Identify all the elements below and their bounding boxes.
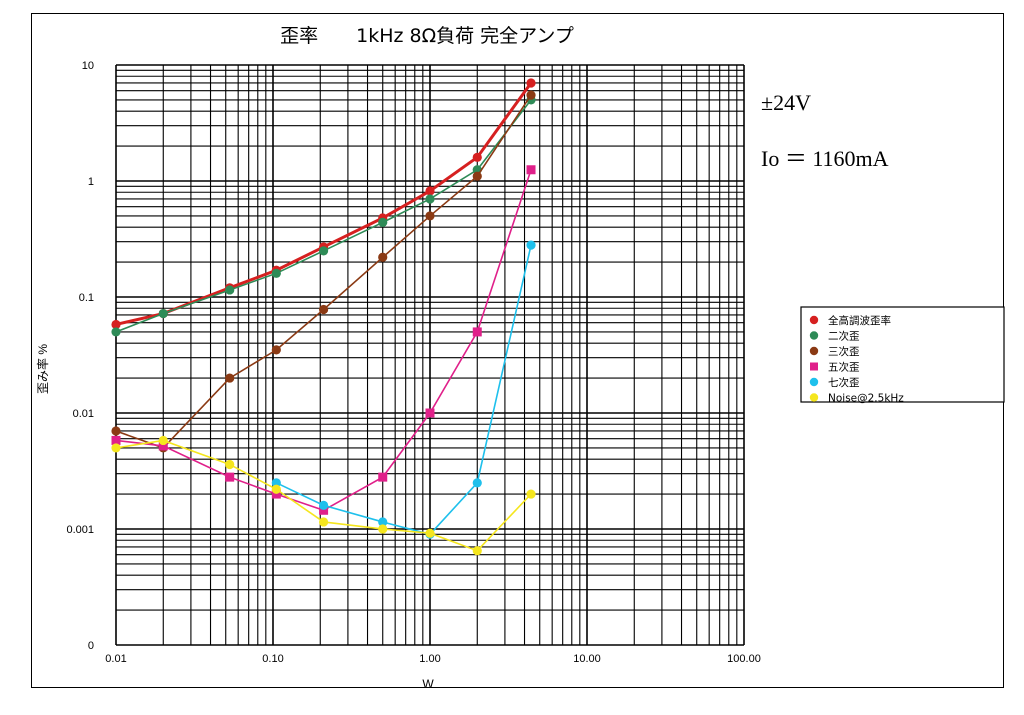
grid <box>115 64 745 646</box>
x-tick-label: 100.00 <box>727 653 761 665</box>
data-point <box>425 528 435 538</box>
annotation-voltage: ±24V <box>761 90 811 115</box>
chart-frame: 歪率 1kHz 8Ω負荷 完全アンプ 0.01 0.10 1.00 10.00 100.… <box>31 13 1005 689</box>
legend-label: 五次歪 <box>828 361 860 374</box>
data-point <box>271 268 281 278</box>
data-point <box>271 345 281 355</box>
data-point <box>526 78 536 88</box>
distortion-chart: 歪率 1kHz 8Ω負荷 完全アンプ 0.01 0.10 1.00 10.00 100.… <box>35 25 1005 689</box>
data-point <box>225 285 235 295</box>
x-tick-label: 10.00 <box>573 653 601 665</box>
data-point <box>111 426 121 436</box>
x-tick-label: 0.10 <box>262 653 283 665</box>
data-point <box>378 252 388 262</box>
data-point <box>318 500 329 510</box>
data-point <box>425 211 435 221</box>
data-point <box>318 246 329 256</box>
data-point <box>271 478 281 488</box>
y-tick-label: 0 <box>88 640 94 652</box>
legend-marker <box>809 315 819 325</box>
y-axis-label: 歪み率 % <box>35 344 50 394</box>
series-三次歪 <box>111 90 536 453</box>
data-point <box>158 435 168 446</box>
x-tick-label: 1.00 <box>419 653 440 665</box>
data-point <box>319 505 329 515</box>
data-point <box>225 472 235 482</box>
x-axis-label: W <box>422 677 434 689</box>
data-point <box>318 304 329 315</box>
data-point <box>318 517 329 527</box>
legend-marker <box>809 331 819 340</box>
y-tick-label: 0.001 <box>66 524 94 536</box>
data-point <box>271 489 281 499</box>
data-point <box>472 546 482 556</box>
data-point <box>526 240 536 250</box>
series-group <box>111 78 536 556</box>
series-全高調波歪率 <box>111 78 536 330</box>
data-point <box>378 217 388 227</box>
annotation-current: Io ＝ 1160mA <box>761 146 889 171</box>
y-tick-label: 1 <box>88 176 94 188</box>
data-point <box>378 517 388 527</box>
data-point <box>526 489 536 499</box>
data-point <box>526 90 536 100</box>
legend-label: Noise@2.5kHz <box>828 393 904 405</box>
legend-marker <box>809 393 819 402</box>
series-line <box>115 82 533 326</box>
data-point <box>158 308 168 319</box>
data-point <box>111 435 121 445</box>
series-五次歪 <box>111 165 536 515</box>
data-point <box>472 327 482 337</box>
y-tick-label: 0.1 <box>79 292 94 304</box>
series-line <box>115 94 532 449</box>
data-point <box>425 408 435 418</box>
data-point <box>472 478 482 488</box>
legend-marker <box>810 362 818 371</box>
data-point <box>472 171 482 181</box>
data-point <box>225 459 235 470</box>
y-tick-label: 0.01 <box>73 408 94 420</box>
legend-label: 七次歪 <box>828 376 860 389</box>
data-point <box>111 443 121 453</box>
series-line <box>275 244 532 536</box>
series-Noise@2.5kHz <box>111 435 536 556</box>
chart-title: 歪率 1kHz 8Ω負荷 完全アンプ <box>280 25 574 47</box>
y-tick-label: 10 <box>82 60 94 72</box>
data-point <box>271 484 281 494</box>
data-point <box>378 524 388 534</box>
legend-marker <box>809 346 819 356</box>
tick-labels: 0.01 0.10 1.00 10.00 100.00 10 1 0.1 0.01 0.001 0 <box>66 60 760 665</box>
data-point <box>378 472 388 482</box>
data-point <box>425 194 435 204</box>
data-point <box>472 152 482 162</box>
data-point <box>225 373 235 383</box>
data-point <box>425 186 435 196</box>
legend-label: 二次歪 <box>828 330 860 343</box>
data-point <box>158 441 168 451</box>
legend-box <box>800 306 1005 403</box>
series-二次歪 <box>111 95 536 337</box>
data-point <box>111 319 121 330</box>
legend-marker <box>809 377 819 387</box>
legend-label: 全高調波歪率 <box>828 314 891 327</box>
x-tick-label: 0.01 <box>105 653 126 665</box>
data-point <box>111 327 121 337</box>
legend-label: 三次歪 <box>828 345 860 358</box>
data-point <box>526 165 536 175</box>
